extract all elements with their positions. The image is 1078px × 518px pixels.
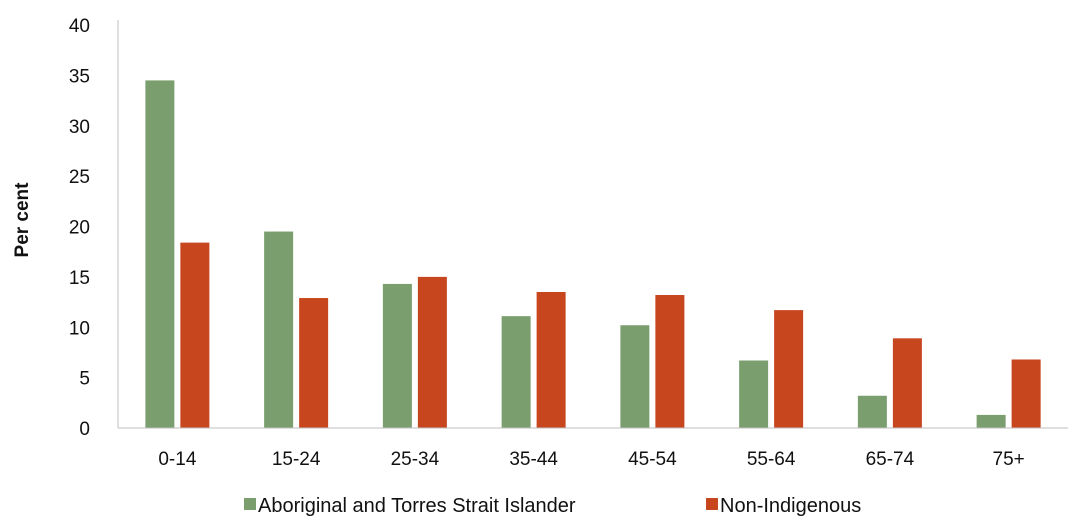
bar-non-indigenous-35-44	[536, 291, 566, 428]
bar-indigenous-65-74	[857, 395, 887, 428]
y-tick-label: 40	[69, 16, 90, 37]
x-tick-label: 35-44	[509, 449, 558, 470]
bar-indigenous-55-64	[739, 360, 769, 428]
axes	[117, 20, 1068, 429]
x-tick-label: 45-54	[628, 449, 677, 470]
bar-indigenous-75+	[976, 414, 1006, 428]
x-tick-label: 55-64	[747, 449, 796, 470]
x-tick-label: 25-34	[391, 449, 440, 470]
legend-label: Non-Indigenous	[720, 495, 861, 517]
bar-non-indigenous-0-14	[180, 242, 210, 428]
x-tick-label: 65-74	[866, 449, 915, 470]
bar-indigenous-15-24	[264, 231, 294, 428]
y-tick-label: 15	[69, 268, 90, 289]
legend: Aboriginal and Torres Strait Islander Non…	[244, 495, 861, 517]
y-axis-ticks: 0 5 10 15 20 25 30 35 40	[69, 16, 90, 440]
bar-non-indigenous-65-74	[892, 338, 922, 428]
y-tick-label: 0	[79, 419, 90, 440]
legend-label: Aboriginal and Torres Strait Islander	[258, 495, 576, 517]
bar-indigenous-25-34	[382, 283, 412, 428]
legend-swatch	[244, 498, 256, 510]
bar-indigenous-45-54	[620, 325, 650, 428]
bar-non-indigenous-45-54	[655, 295, 685, 428]
bar-non-indigenous-15-24	[299, 298, 329, 428]
legend-swatch	[706, 498, 718, 510]
bar-non-indigenous-25-34	[417, 276, 447, 428]
y-tick-label: 10	[69, 318, 90, 339]
y-tick-label: 25	[69, 167, 90, 188]
y-tick-label: 5	[79, 369, 90, 390]
bar-indigenous-0-14	[145, 80, 175, 428]
bars	[145, 80, 1041, 428]
y-tick-label: 30	[69, 117, 90, 138]
x-axis-ticks: 0-14 15-24 25-34 35-44 45-54 55-64 65-74 75+	[158, 449, 1024, 470]
x-tick-label: 15-24	[272, 449, 321, 470]
y-axis-label: Per cent	[12, 182, 33, 258]
bar-indigenous-35-44	[501, 316, 531, 428]
bar-non-indigenous-55-64	[774, 310, 804, 428]
bar-non-indigenous-75+	[1011, 359, 1041, 428]
x-tick-label: 0-14	[158, 449, 196, 470]
y-tick-label: 35	[69, 66, 90, 87]
y-tick-label: 20	[69, 218, 90, 239]
x-tick-label: 75+	[993, 449, 1025, 470]
